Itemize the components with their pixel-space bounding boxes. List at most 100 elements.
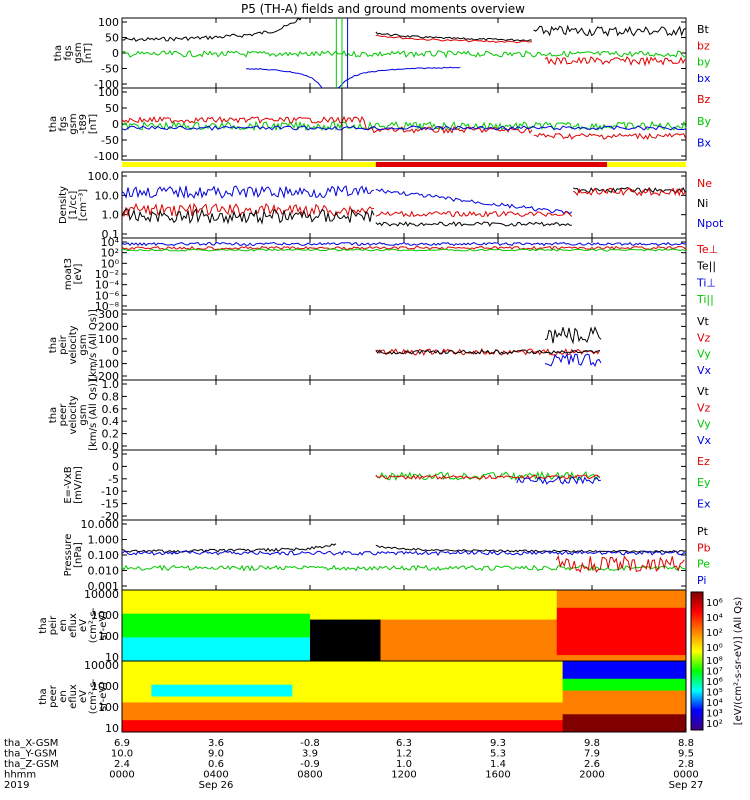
bx-line bbox=[246, 68, 325, 88]
pb-line bbox=[555, 554, 685, 573]
ephemeris-value: 6.3 bbox=[396, 738, 412, 749]
y-axis-label: en bbox=[58, 690, 69, 703]
mode-bar-yellow bbox=[607, 162, 686, 167]
y-tick-label: -200 bbox=[94, 370, 119, 383]
ne-line bbox=[375, 210, 573, 218]
ez-line bbox=[375, 474, 601, 480]
ephemeris-value: 0000 bbox=[673, 770, 698, 781]
ephemeris-value: 1600 bbox=[485, 770, 510, 781]
legend-entry: Te⊥ bbox=[696, 243, 718, 256]
y-tick-label: 50 bbox=[105, 32, 119, 45]
y-axis-label: Pressure bbox=[63, 534, 74, 577]
legend-entry: Vz bbox=[697, 401, 711, 414]
y-tick-label: 1.0 bbox=[102, 378, 120, 391]
legend-entry: Pt bbox=[697, 525, 709, 538]
legend-entry: Pe bbox=[697, 558, 710, 571]
legend-entry: Ne bbox=[697, 177, 712, 190]
ephemeris-value: 2.8 bbox=[678, 759, 694, 770]
legend-entry: bx bbox=[697, 72, 711, 85]
ephemeris-value: 1.4 bbox=[490, 759, 506, 770]
legend-entry: Vz bbox=[697, 331, 711, 344]
legend-entry: Pi bbox=[697, 574, 706, 587]
y-axis-label: peir bbox=[58, 334, 69, 354]
y-axis-label: sr-eV) bbox=[98, 611, 109, 640]
colorbar-tick: 10² bbox=[706, 628, 723, 639]
y-tick-label: 1000 bbox=[91, 680, 119, 693]
npot-line bbox=[121, 185, 375, 199]
y-tick-label: 0 bbox=[112, 345, 119, 358]
legend-entry: Vx bbox=[697, 364, 712, 377]
colorbar-tick: 10⁷ bbox=[706, 667, 723, 678]
y-tick-label: -100 bbox=[94, 358, 119, 371]
bz-line bbox=[121, 115, 533, 135]
y-axis-label: E=-VxB bbox=[63, 466, 74, 503]
legend-entry: Bx bbox=[697, 137, 712, 150]
y-axis-label: tha bbox=[38, 617, 49, 633]
y-tick-label: 200 bbox=[98, 320, 119, 333]
y-axis-label: tha bbox=[48, 337, 59, 353]
y-axis-label: gsm bbox=[73, 42, 84, 63]
bz-line bbox=[544, 56, 686, 67]
y-tick-label: 0.010 bbox=[88, 565, 120, 578]
ephemeris: tha_X-GSM 6.9 3.6 -0.8 6.3 9.3 9.8 8.8 tha_Y-GSM… bbox=[4, 738, 703, 791]
y-tick-label: 10⁻⁶ bbox=[95, 289, 120, 302]
y-axis-label: [nPa] bbox=[73, 542, 84, 568]
ephemeris-value: 2.6 bbox=[584, 759, 600, 770]
legend-entry: Vx bbox=[697, 434, 712, 447]
plot-title: P5 (TH-A) fields and ground moments over… bbox=[241, 2, 525, 16]
ephemeris-value: 0800 bbox=[297, 770, 322, 781]
y-axis-label: Density bbox=[58, 186, 69, 224]
y-tick-label: 10 bbox=[105, 651, 119, 664]
vx-line bbox=[544, 352, 602, 368]
npot-line bbox=[375, 188, 573, 215]
y-axis-label: tha bbox=[48, 116, 59, 132]
y-axis-label: (cm²-s- bbox=[88, 678, 99, 714]
ephemeris-value: 9.3 bbox=[490, 738, 506, 749]
pt-line bbox=[375, 544, 686, 553]
ephemeris-value: 1.0 bbox=[396, 759, 412, 770]
vt-line bbox=[375, 349, 600, 355]
colorbar-tick: 10³ bbox=[706, 709, 723, 720]
y-axis-label: fgs bbox=[63, 45, 74, 60]
ephemeris-value: 0000 bbox=[109, 770, 134, 781]
y-axis-label: gsm bbox=[78, 404, 89, 425]
ephemeris-label: 2019 bbox=[4, 780, 29, 791]
y-tick-label: -100 bbox=[94, 150, 119, 163]
y-tick-label: 0.001 bbox=[88, 580, 120, 593]
y-axis-label: [km/s (All Qs)] bbox=[88, 309, 99, 381]
y-tick-label: 10⁻⁴ bbox=[95, 279, 120, 292]
y-axis-label: velocity bbox=[68, 325, 79, 364]
ephemeris-value: -0.9 bbox=[300, 759, 320, 770]
field-traces bbox=[122, 18, 686, 88]
y-axis-label: tha bbox=[38, 688, 49, 704]
y-tick-label: -10 bbox=[101, 485, 119, 498]
ephemeris-label: hhmm bbox=[4, 770, 36, 781]
mode-bar-red bbox=[375, 162, 608, 167]
bz-line bbox=[375, 34, 532, 44]
legend-entry: Ez bbox=[697, 455, 710, 468]
ne-line bbox=[572, 187, 686, 197]
pi-line bbox=[121, 550, 687, 556]
ephemeris-value: 9.8 bbox=[584, 738, 600, 749]
vt-line bbox=[544, 326, 602, 345]
ephemeris-value: 2.4 bbox=[114, 759, 130, 770]
y-tick-label: 10⁰ bbox=[101, 257, 120, 270]
y-tick-label: 0.6 bbox=[102, 403, 120, 416]
legend-entry: By bbox=[697, 115, 712, 128]
y-tick-label: 1000 bbox=[91, 609, 119, 622]
panel-frame bbox=[121, 660, 687, 733]
legend-entry: Npot bbox=[697, 217, 724, 230]
y-tick-label: 10.000 bbox=[81, 518, 120, 531]
y-axis-label: moat3 bbox=[63, 258, 74, 290]
y-tick-label: 10⁻⁸ bbox=[95, 300, 120, 313]
ti-line bbox=[121, 241, 687, 247]
legend-entry: Vt bbox=[697, 315, 710, 328]
y-axis-label: [nT] bbox=[83, 43, 94, 63]
y-tick-label: 0.4 bbox=[102, 415, 120, 428]
y-tick-label: 0 bbox=[112, 460, 119, 473]
y-axis-label: [1/cc] bbox=[68, 191, 79, 220]
ephemeris-value: 2000 bbox=[579, 770, 604, 781]
y-axis-label: eflux bbox=[68, 613, 79, 638]
